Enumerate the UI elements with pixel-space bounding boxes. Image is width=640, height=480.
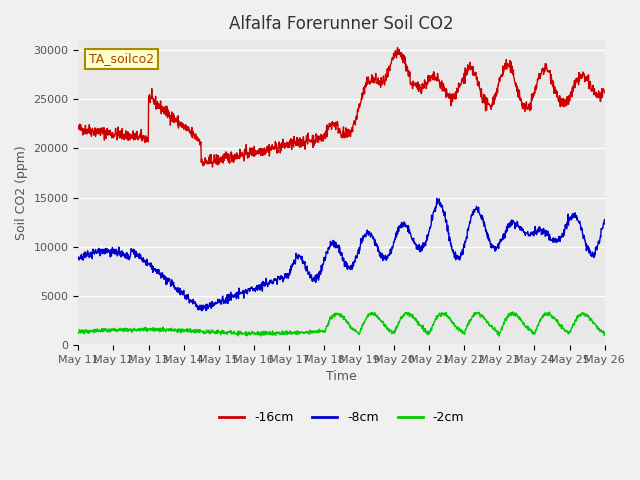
Title: Alfalfa Forerunner Soil CO2: Alfalfa Forerunner Soil CO2: [229, 15, 454, 33]
-2cm: [495, 333, 503, 339]
-16cm: [298, 139, 306, 144]
-2cm: [318, 328, 326, 334]
-8cm: [309, 277, 317, 283]
Line: -2cm: -2cm: [79, 312, 605, 336]
-8cm: [137, 252, 145, 258]
Legend: -16cm, -8cm, -2cm: -16cm, -8cm, -2cm: [214, 407, 469, 430]
-8cm: [374, 244, 382, 250]
-2cm: [546, 309, 554, 315]
-16cm: [394, 45, 401, 50]
Text: TA_soilco2: TA_soilco2: [89, 52, 154, 65]
-2cm: [75, 330, 83, 336]
Line: -16cm: -16cm: [79, 48, 605, 167]
-8cm: [298, 253, 306, 259]
-16cm: [374, 75, 382, 81]
-16cm: [209, 164, 216, 170]
-16cm: [309, 144, 317, 150]
X-axis label: Time: Time: [326, 371, 357, 384]
-8cm: [75, 254, 83, 260]
-2cm: [374, 315, 381, 321]
-16cm: [115, 132, 123, 137]
-8cm: [433, 195, 441, 201]
-2cm: [308, 328, 316, 334]
Line: -8cm: -8cm: [79, 198, 605, 311]
-2cm: [298, 330, 305, 336]
-2cm: [137, 327, 145, 333]
-2cm: [601, 332, 609, 337]
-8cm: [198, 308, 206, 314]
-8cm: [115, 250, 123, 256]
Y-axis label: Soil CO2 (ppm): Soil CO2 (ppm): [15, 145, 28, 240]
-16cm: [601, 90, 609, 96]
-16cm: [137, 130, 145, 136]
-8cm: [319, 264, 326, 270]
-8cm: [601, 216, 609, 222]
-2cm: [115, 327, 123, 333]
-16cm: [75, 124, 83, 130]
-16cm: [319, 136, 326, 142]
